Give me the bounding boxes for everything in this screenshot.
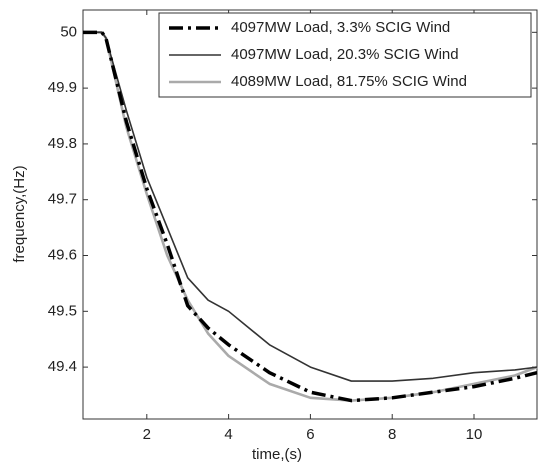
legend-label: 4097MW Load, 3.3% SCIG Wind	[231, 19, 450, 36]
series-line	[83, 30, 538, 403]
x-tick-label: 2	[143, 426, 151, 443]
y-tick-label: 49.6	[48, 246, 77, 263]
x-tick-label: 4	[224, 426, 232, 443]
series-line	[83, 31, 538, 382]
y-tick-label: 50	[60, 23, 77, 40]
x-tick-label: 6	[306, 426, 314, 443]
legend-label: 4097MW Load, 20.3% SCIG Wind	[231, 46, 459, 63]
x-axis-label: time,(s)	[252, 446, 302, 463]
x-tick-label: 8	[388, 426, 396, 443]
y-tick-label: 49.8	[48, 135, 77, 152]
y-tick-label: 49.9	[48, 79, 77, 96]
y-tick-label: 49.5	[48, 302, 77, 319]
legend-label: 4089MW Load, 81.75% SCIG Wind	[231, 73, 467, 90]
y-axis-label: frequency,(Hz)	[11, 165, 28, 262]
y-tick-label: 49.7	[48, 191, 77, 208]
x-tick-label: 10	[466, 426, 483, 443]
y-tick-label: 49.4	[48, 358, 77, 375]
